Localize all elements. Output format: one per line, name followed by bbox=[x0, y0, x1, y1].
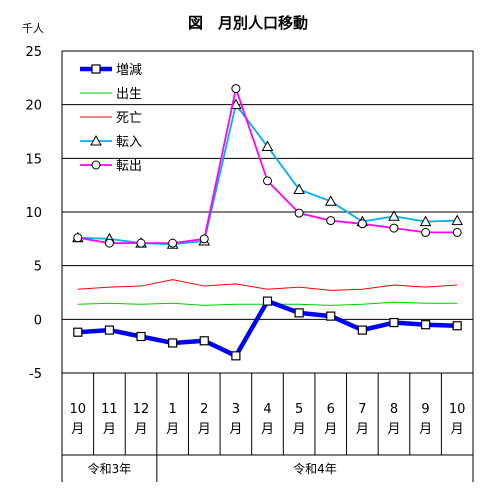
data-point bbox=[73, 327, 83, 337]
data-point bbox=[451, 214, 464, 226]
x-tick-unit: 月 bbox=[451, 422, 464, 437]
data-point bbox=[421, 227, 431, 237]
unit-label: 千人 bbox=[22, 22, 44, 35]
x-tick-unit: 月 bbox=[135, 422, 148, 437]
series-line bbox=[77, 298, 458, 359]
x-tick-month: 12 bbox=[133, 402, 150, 417]
series-2 bbox=[77, 279, 458, 291]
year-group-label: 令和4年 bbox=[293, 461, 337, 476]
x-tick-month: 2 bbox=[200, 402, 208, 417]
x-tick-unit: 月 bbox=[356, 422, 369, 437]
x-tick-unit: 月 bbox=[166, 422, 179, 437]
data-point bbox=[420, 320, 431, 330]
series-line bbox=[77, 279, 458, 291]
x-tick-unit: 月 bbox=[103, 422, 116, 437]
data-point bbox=[262, 296, 273, 306]
data-point bbox=[73, 233, 83, 243]
data-point bbox=[90, 134, 102, 146]
x-tick-month: 1 bbox=[169, 402, 177, 417]
y-tick-label: 15 bbox=[25, 152, 42, 167]
axes: -5 0 5 10 15 20 25 bbox=[25, 45, 474, 382]
x-tick-month: 8 bbox=[390, 402, 398, 417]
data-point bbox=[168, 238, 178, 248]
data-point bbox=[168, 338, 178, 348]
data-point bbox=[136, 331, 146, 342]
legend-item: 転出 bbox=[80, 159, 142, 174]
y-tick-label: 25 bbox=[25, 45, 42, 60]
data-point bbox=[104, 325, 115, 335]
legend-item: 死亡 bbox=[80, 111, 142, 126]
data-point bbox=[104, 238, 114, 248]
data-point bbox=[91, 160, 101, 170]
data-point bbox=[388, 210, 400, 221]
x-tick-unit: 月 bbox=[387, 422, 400, 437]
data-point bbox=[452, 321, 462, 331]
data-point bbox=[199, 336, 209, 346]
data-point bbox=[419, 215, 432, 227]
x-tick-month: 7 bbox=[358, 402, 366, 417]
x-tick-unit: 月 bbox=[229, 422, 242, 437]
x-tick-unit: 月 bbox=[324, 422, 337, 437]
data-point bbox=[231, 84, 241, 94]
x-tick-month: 6 bbox=[327, 402, 335, 417]
y-tick-label: 10 bbox=[25, 206, 42, 221]
data-point bbox=[452, 227, 462, 237]
x-tick-unit: 月 bbox=[293, 422, 306, 437]
y-tick-label: 5 bbox=[34, 260, 42, 275]
x-tick-month: 3 bbox=[232, 402, 240, 417]
data-point bbox=[389, 223, 399, 233]
data-point bbox=[326, 216, 336, 226]
x-tick-month: 10 bbox=[449, 402, 466, 417]
legend-label: 転入 bbox=[116, 135, 142, 150]
y-tick-label: 20 bbox=[25, 99, 42, 114]
legend-label: 転出 bbox=[116, 159, 142, 174]
x-tick-unit: 月 bbox=[419, 422, 432, 437]
data-point bbox=[357, 219, 367, 229]
series-0 bbox=[73, 296, 462, 361]
x-tick-month: 10 bbox=[70, 402, 87, 417]
data-point bbox=[199, 234, 209, 244]
data-point bbox=[324, 195, 337, 206]
x-tick-unit: 月 bbox=[71, 422, 84, 437]
data-point bbox=[293, 183, 305, 194]
series-4 bbox=[73, 84, 462, 248]
legend-item: 出生 bbox=[80, 87, 142, 102]
x-tick-month: 5 bbox=[295, 402, 303, 417]
x-tick-month: 11 bbox=[101, 402, 118, 417]
y-tick-label: 0 bbox=[34, 313, 42, 328]
series-lines bbox=[71, 84, 464, 361]
chart-title: 図 月別人口移動 bbox=[188, 14, 308, 32]
y-tick-label: -5 bbox=[29, 367, 42, 382]
data-point bbox=[389, 317, 399, 328]
data-point bbox=[294, 308, 304, 318]
data-point bbox=[136, 238, 146, 248]
data-point bbox=[357, 325, 367, 335]
legend-label: 出生 bbox=[116, 87, 142, 102]
legend-label: 増減 bbox=[116, 62, 142, 78]
data-point bbox=[261, 140, 274, 152]
data-point bbox=[231, 351, 241, 361]
data-point bbox=[91, 64, 101, 74]
data-point bbox=[326, 311, 336, 321]
year-group-label: 令和3年 bbox=[88, 461, 132, 476]
x-tick-unit: 月 bbox=[198, 422, 211, 437]
legend-item: 増減 bbox=[80, 62, 142, 78]
data-point bbox=[294, 208, 304, 218]
legend-item: 転入 bbox=[80, 134, 142, 150]
x-tick-month: 9 bbox=[421, 402, 429, 417]
data-point bbox=[263, 176, 272, 186]
x-tick-month: 4 bbox=[263, 402, 271, 417]
x-tick-unit: 月 bbox=[261, 422, 274, 437]
plot-frame bbox=[61, 50, 474, 374]
legend-label: 死亡 bbox=[116, 111, 142, 126]
